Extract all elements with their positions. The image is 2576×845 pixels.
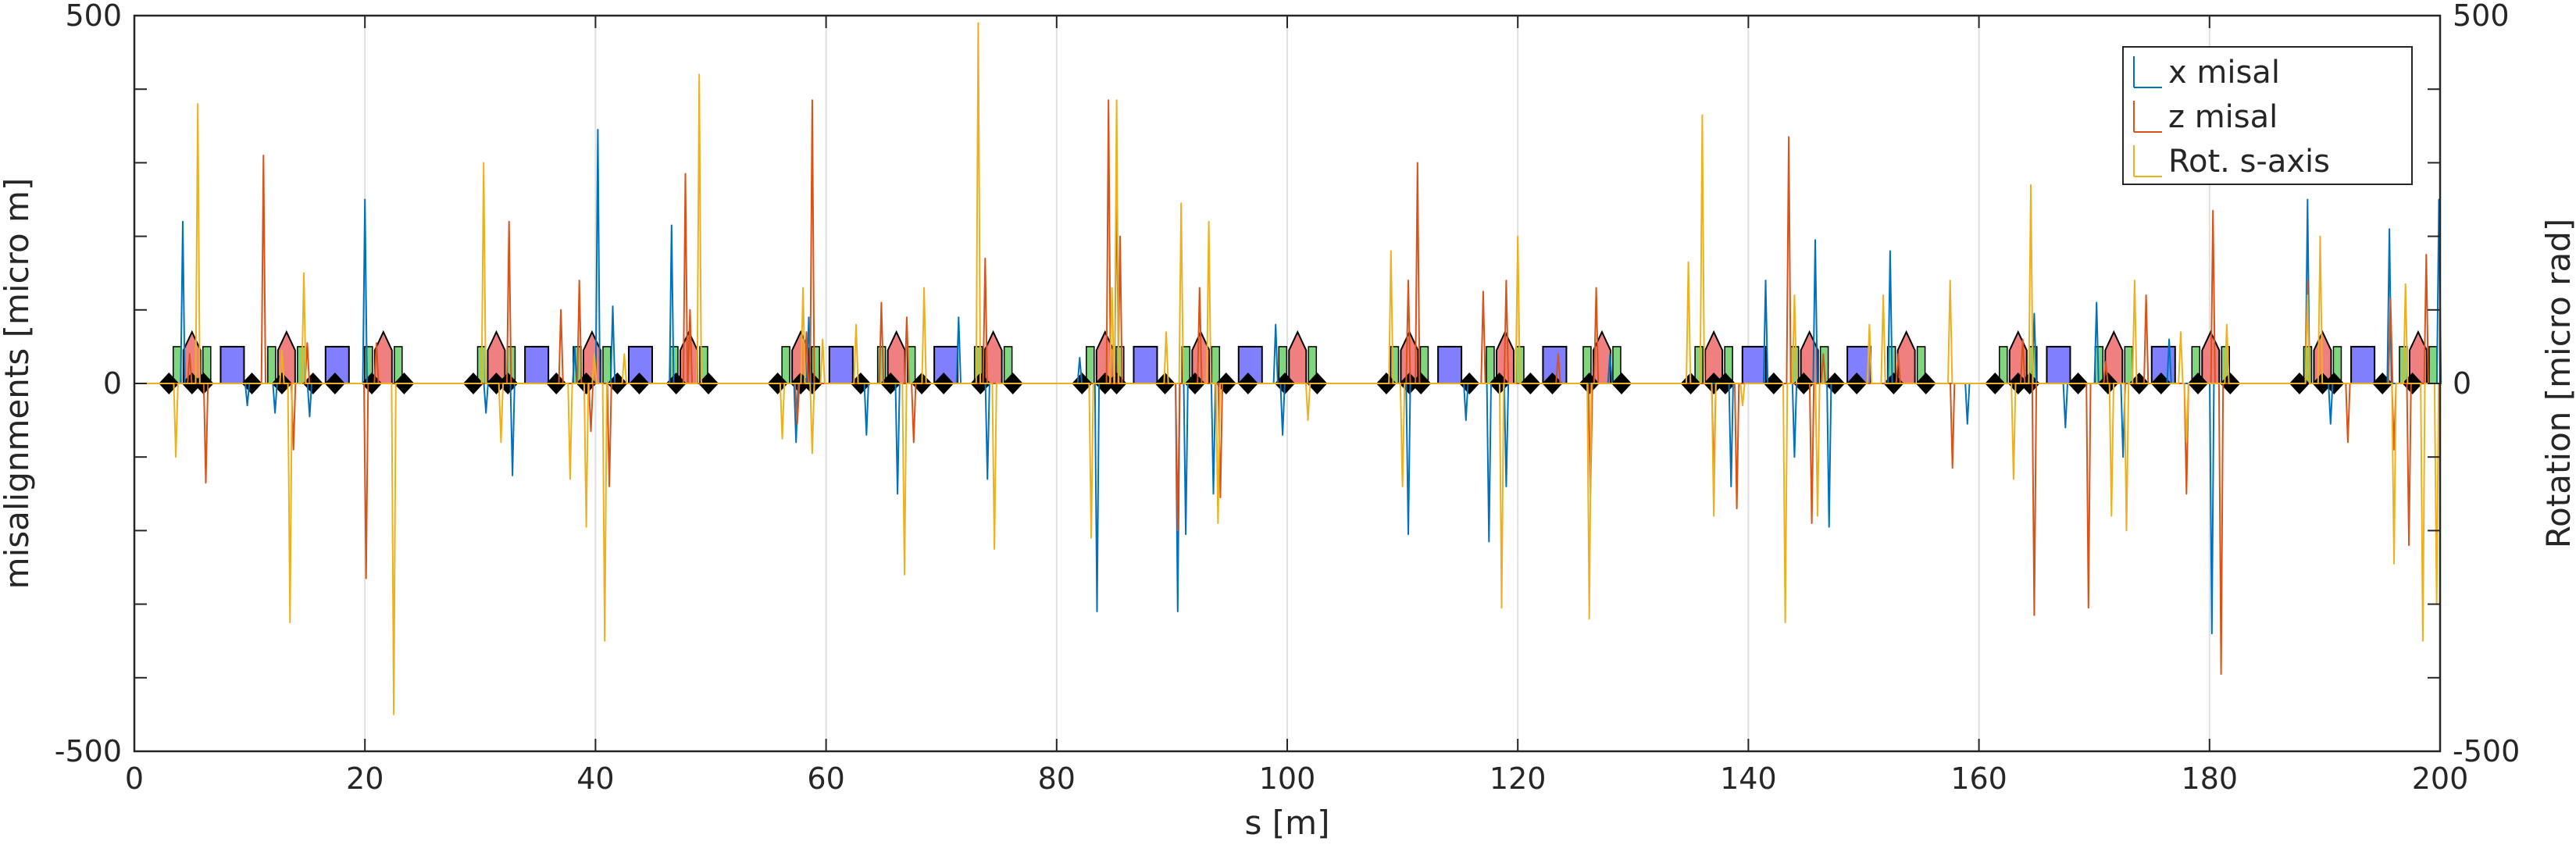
sextupole-magnet [2428,346,2438,384]
y-tick-label-left: -500 [55,734,122,768]
dipole-magnet [1133,345,1158,384]
series-line-x-misal [134,129,2442,635]
legend-entry: x misal [2168,55,2280,91]
x-tick-label: 80 [1038,761,1076,796]
sextupole-magnet [781,346,790,384]
x-tick-label: 40 [576,761,614,796]
axis-ticks: 0 20 40 60 80 100 120 140 160 180 2005000-5005000-… [55,0,2521,796]
dipole-magnet [524,345,550,384]
sextupole-magnet [267,346,277,384]
sextupole-magnet [1086,346,1095,384]
dipole-magnet [1437,345,1463,384]
y-axis-label-right: Rotation [micro rad] [2539,219,2576,549]
sextupole-magnet [1211,346,1221,384]
dipole-magnet [1741,345,1767,384]
series-lines [134,22,2442,715]
y-tick-label-left: 0 [103,366,122,401]
sextupole-magnet [1486,346,1495,384]
legend: x misal z misal Rot. s-axis [2122,46,2413,185]
y-tick-label-left: 500 [65,0,122,33]
dipole-magnet [2350,345,2376,384]
y-tick-label-right: -500 [2453,734,2520,768]
sextupole-magnet [602,346,612,384]
x-tick-label: 120 [1490,761,1547,796]
legend-box [2122,46,2413,185]
sextupole-magnet [1694,346,1704,384]
legend-entry: Rot. s-axis [2168,144,2330,180]
legend-entry: z misal [2168,99,2278,135]
y-tick-label-right: 500 [2453,0,2510,33]
dipole-magnet [828,345,854,384]
x-tick-label: 140 [1720,761,1777,796]
x-tick-label: 100 [1259,761,1316,796]
x-axis-label: s [m] [1245,804,1330,842]
dipole-magnet [2046,345,2071,384]
x-tick-label: 0 [125,761,144,796]
sextupole-magnet [2124,346,2134,384]
x-tick-label: 20 [346,761,384,796]
x-tick-label: 180 [2182,761,2239,796]
y-tick-label-right: 0 [2453,366,2471,401]
x-tick-label: 60 [807,761,844,796]
sextupole-magnet [1999,346,2008,384]
y-axis-label-left: misalignments [micro m] [0,178,36,590]
series-line-rot-s-axis [134,22,2440,715]
dipole-magnet [219,345,245,384]
x-tick-label: 160 [1950,761,2007,796]
x-tick-label: 200 [2412,761,2469,796]
sextupole-magnet [173,346,182,384]
